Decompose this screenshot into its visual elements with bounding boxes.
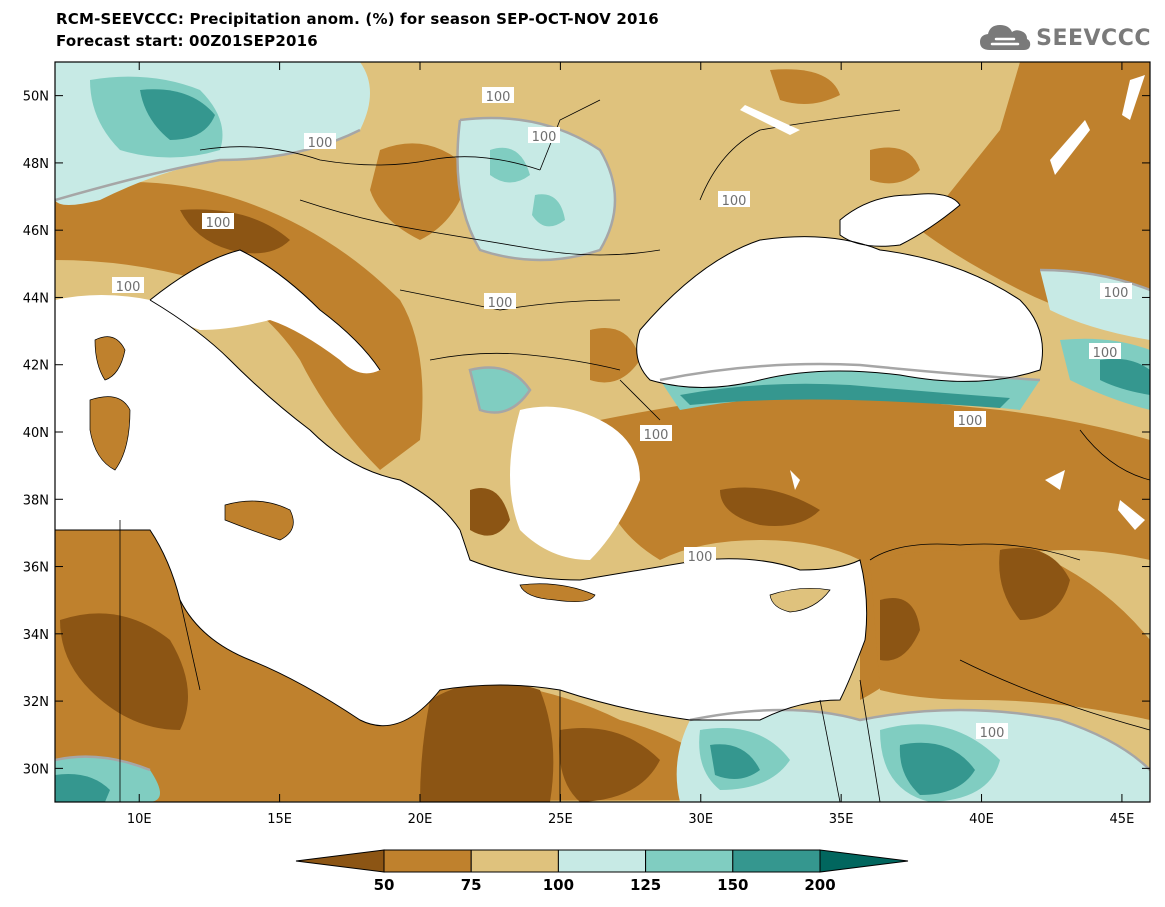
wet-region-nile-core	[710, 744, 760, 779]
lon-tick-label: 45E	[1110, 812, 1135, 827]
dry-region-hungary	[370, 143, 470, 240]
lat-tick-label: 44N	[23, 291, 49, 306]
anomaly-field: 100 100 100 100 100 100 100 100 100 100 …	[55, 62, 1150, 802]
dry-region-bulgaria	[590, 328, 640, 383]
contour-label: 100	[308, 136, 333, 151]
colorbar-segment	[732, 849, 821, 873]
dry-region-caucasus	[920, 62, 1150, 330]
contour-label: 100	[688, 550, 713, 565]
black-sea	[636, 236, 1043, 388]
lat-tick-label: 50N	[23, 90, 49, 105]
very-dry-region-tunisia	[60, 613, 188, 730]
dry-region-ukraine-east	[870, 147, 920, 184]
lat-tick-label: 30N	[23, 762, 49, 777]
logo-text: SEEVCCC	[1036, 25, 1151, 51]
lon-tick-label: 25E	[548, 812, 573, 827]
contour-label: 100	[722, 194, 747, 209]
lat-tick-label: 38N	[23, 493, 49, 508]
sardinia	[89, 396, 131, 471]
very-dry-region-lebanon	[880, 598, 920, 661]
contour-label: 100	[206, 216, 231, 231]
wet-region-jordan-core	[899, 742, 975, 795]
wet-region-pontic-core	[680, 383, 1010, 408]
very-dry-region-peloponnese	[470, 488, 510, 536]
contour-label: 100	[958, 414, 983, 429]
contour-value-labels: 100 100 100 100 100 100 100 100 100 100 …	[112, 87, 1132, 741]
cyprus	[769, 588, 831, 613]
wet-region-macedonia	[470, 367, 530, 413]
colorbar-segment	[470, 849, 559, 873]
wet-region-carpathians-core	[490, 147, 530, 183]
lon-tick-label: 40E	[969, 812, 994, 827]
colorbar-segment	[295, 849, 385, 873]
dry-region-anatolia	[600, 390, 1150, 700]
wet-region-bohemia-core	[140, 89, 215, 140]
very-dry-region-libya	[420, 682, 554, 802]
very-dry-region-taurus	[720, 487, 820, 526]
lat-tick-label: 36N	[23, 561, 49, 576]
country-borders	[119, 99, 1150, 802]
lon-tick-label: 30E	[688, 812, 713, 827]
colorbar-tick-label: 100	[543, 876, 574, 894]
lon-tick-label: 15E	[267, 812, 292, 827]
dry-region-syria	[870, 550, 1150, 720]
contour-label: 100	[116, 280, 141, 295]
contour-label: 100	[486, 90, 511, 105]
wet-region-carpathians-south	[532, 194, 565, 227]
colorbar-segment	[557, 849, 647, 873]
dry-region-ukraine	[770, 69, 840, 104]
longitude-axis: 10E 15E 20E 25E 30E 35E 40E 45E	[127, 62, 1134, 827]
sicily	[224, 500, 294, 541]
lon-tick-label: 10E	[127, 812, 152, 827]
lat-tick-label: 34N	[23, 628, 49, 643]
contour-label: 100	[644, 428, 669, 443]
colorbar-segment	[645, 849, 734, 873]
lon-tick-label: 35E	[829, 812, 854, 827]
crete	[519, 583, 596, 602]
sea-of-azov	[840, 193, 960, 247]
contour-label: 100	[980, 726, 1005, 741]
colorbar-segment	[819, 849, 909, 873]
mediterranean-sea	[55, 295, 867, 726]
colorbar-segment	[383, 849, 472, 873]
lat-tick-label: 42N	[23, 359, 49, 374]
no-data-patches	[740, 75, 1145, 530]
colorbar-tick-label: 200	[804, 876, 835, 894]
colorbar-tick-label: 150	[717, 876, 748, 894]
lon-tick-label: 20E	[408, 812, 433, 827]
aegean-sea	[510, 406, 640, 560]
wet-region-georgia-core	[1100, 358, 1150, 395]
lat-tick-label: 46N	[23, 224, 49, 239]
contour-label: 100	[1104, 286, 1129, 301]
lat-tick-label: 40N	[23, 426, 49, 441]
dry-region-dinaric	[55, 182, 423, 470]
corsica	[94, 336, 126, 381]
contour-label: 100	[532, 130, 557, 145]
lat-tick-label: 48N	[23, 157, 49, 172]
latitude-axis: 50N 48N 46N 44N 42N 40N 38N 36N 34N 32N 30N	[23, 90, 1150, 777]
colorbar-tick-label: 75	[461, 876, 482, 894]
forecast-start-label: Forecast start: 00Z01SEP2016	[56, 32, 318, 50]
wet-region-algeria-core	[55, 774, 110, 802]
seevccc-logo: SEEVCCC	[978, 22, 1151, 54]
contour-label: 100	[1093, 346, 1118, 361]
colorbar-tick-label: 50	[374, 876, 395, 894]
very-dry-region-iraq	[999, 548, 1070, 620]
colorbar: 50 75 100 125 150 200	[295, 849, 909, 894]
very-dry-region-egypt-west	[559, 728, 660, 802]
cloud-icon	[980, 25, 1031, 50]
map-title: RCM-SEEVCCC: Precipitation anom. (%) for…	[56, 10, 659, 28]
lat-tick-label: 32N	[23, 695, 49, 710]
adriatic-sea	[150, 250, 380, 374]
colorbar-tick-label: 125	[630, 876, 661, 894]
contour-label: 100	[488, 296, 513, 311]
